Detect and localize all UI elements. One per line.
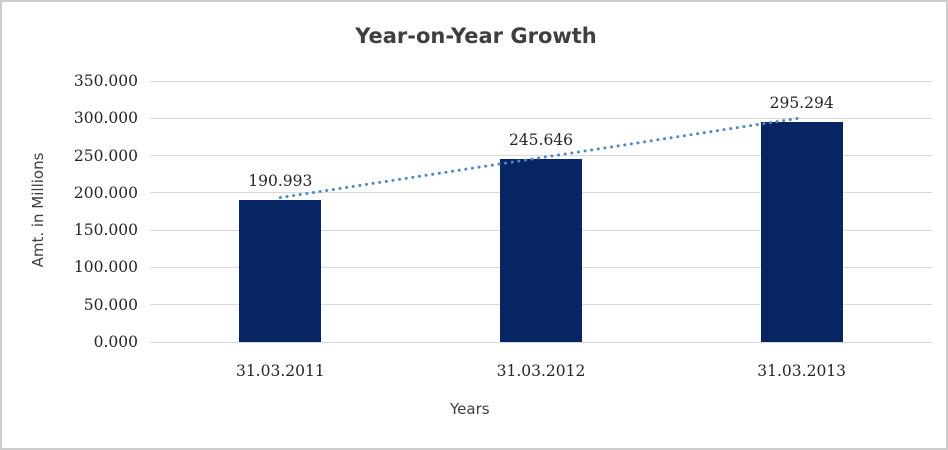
y-gridline [150,117,932,119]
bar-value-label: 245.646 [508,130,574,149]
y-axis-tick-label: 0.000 [93,333,138,351]
chart-title: Year-on-Year Growth [355,24,597,48]
y-axis-tick-label: 350.000 [73,72,138,90]
x-axis-tick-label: 31.03.2013 [757,362,847,380]
x-axis-tick-label: 31.03.2011 [235,362,325,380]
y-axis-tick-label: 150.000 [73,221,138,240]
bar-31.03.2011 [239,199,322,342]
y-axis-tick-label: 100.000 [73,258,138,277]
bar-value-label: 295.294 [769,93,834,112]
x-axis-tick-label: 31.03.2012 [496,362,586,380]
y-axis-tick-label: 300.000 [73,109,138,128]
bar-31.03.2012 [500,158,582,342]
x-axis-title: Years [450,400,490,418]
y-axis-tick-label: 200.000 [73,183,138,202]
y-gridline [150,341,932,343]
bar-value-label: 190.993 [248,171,313,190]
bar-31.03.2013 [760,121,843,342]
y-axis-tick-label: 250.000 [73,146,138,165]
y-axis-tick-label: 50.000 [83,295,138,314]
y-axis-title: Amt. in Millions [29,152,47,268]
y-gridline [150,80,932,82]
